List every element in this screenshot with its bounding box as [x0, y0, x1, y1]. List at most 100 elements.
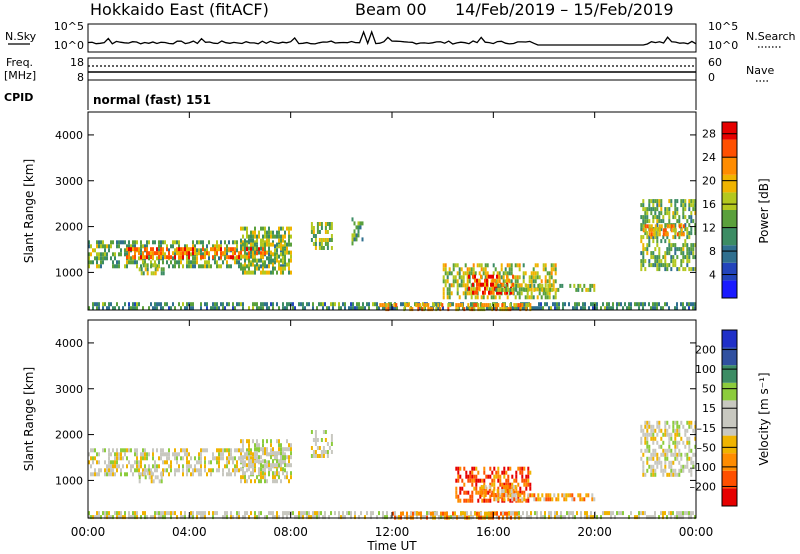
velocity-cell-8: [214, 511, 216, 516]
velocity-cell-9: [508, 511, 510, 516]
power-cell-12: [527, 303, 530, 308]
velocity-cell-5: [523, 478, 526, 483]
power-cell-0: [128, 240, 130, 245]
velocity-cell-5: [471, 478, 474, 483]
power-cell-4: [316, 230, 319, 234]
power-cell-10: [666, 232, 669, 237]
velocity-cell-2: [288, 455, 290, 460]
power-cell-0: [200, 240, 202, 245]
power-cell-12: [517, 303, 520, 308]
velocity-cell-4: [666, 420, 669, 425]
power-cell-3: [256, 266, 258, 271]
power-cell-0: [236, 240, 238, 245]
velocity-cell-2: [248, 455, 250, 460]
velocity-cell-8: [518, 511, 520, 516]
power-cell-0: [220, 264, 222, 269]
velocity-cell-4: [674, 432, 677, 437]
power-cell-11: [638, 302, 640, 307]
velocity-cell-0: [216, 460, 218, 465]
power-cell-9: [658, 263, 661, 268]
power-cell-6: [442, 291, 445, 296]
velocity-cell-8: [258, 515, 260, 520]
power-cell-6: [484, 263, 487, 268]
velocity-cell-8: [282, 515, 284, 520]
power-cell-12: [457, 307, 460, 312]
power-cell-9: [676, 219, 679, 224]
power-cell-9: [648, 243, 651, 248]
velocity-cell-8: [670, 511, 672, 516]
velocity-cell-0: [238, 448, 240, 453]
velocity-cell-1: [160, 475, 163, 480]
power-cell-9: [678, 235, 681, 240]
velocity-cell-8: [162, 511, 164, 516]
power-cell-8: [507, 287, 510, 292]
velocity-cell-5: [471, 470, 474, 475]
power-cell-11: [128, 306, 130, 311]
power-cell-0: [116, 264, 118, 269]
velocity-cell-5: [467, 490, 470, 495]
velocity-cell-4: [664, 452, 667, 457]
power-cell-12: [513, 303, 516, 308]
velocity-cell-2: [254, 447, 256, 452]
velocity-cell-2: [290, 455, 292, 460]
power-cell-3: [286, 262, 288, 267]
power-cell-12: [477, 307, 480, 312]
velocity-cell-0: [228, 468, 230, 473]
velocity-cell-2: [272, 447, 274, 452]
velocity-cell-0: [204, 448, 206, 453]
power-cell-9: [688, 215, 691, 220]
power-cell-11: [400, 302, 402, 307]
velocity-cell-8: [408, 515, 410, 520]
power-cell-4: [318, 230, 321, 234]
power-cell-5: [351, 217, 354, 222]
power-cell-6: [500, 267, 503, 272]
velocity-cell-4: [660, 444, 663, 449]
velocity-cell-3: [320, 438, 323, 442]
velocity-cell-8: [354, 515, 356, 520]
velocity-cell-4: [644, 436, 647, 441]
power-cell-11: [682, 306, 684, 311]
power-cell-3: [250, 234, 252, 239]
power-cell-6: [538, 275, 541, 280]
power-cell-3: [262, 226, 264, 231]
velocity-cell-8: [100, 515, 102, 520]
power-cell-9: [676, 199, 679, 204]
velocity-cell-2: [252, 459, 254, 464]
velocity-cell-6: [512, 485, 515, 489]
power-cell-1: [232, 251, 234, 256]
power-cell-11: [338, 306, 340, 311]
power-cell-0: [158, 244, 160, 249]
velocity-cell-4: [652, 440, 655, 445]
time-tick-label: 20:00: [577, 525, 612, 539]
power-cell-1: [184, 247, 186, 252]
power-cell-9: [650, 263, 653, 268]
velocity-cell-8: [344, 515, 346, 520]
velocity-ytick-label: 2000: [55, 429, 83, 442]
velocity-cell-4: [646, 468, 649, 473]
velocity-cell-8: [604, 511, 606, 516]
velocity-cell-8: [450, 515, 452, 520]
time-tick-label: 12:00: [375, 525, 410, 539]
velocity-cell-5: [471, 466, 474, 471]
power-cell-1: [228, 247, 230, 252]
power-cell-12: [417, 307, 420, 312]
power-cell-3: [242, 254, 244, 259]
power-cell-0: [92, 260, 94, 265]
velocity-cell-5: [473, 466, 476, 471]
velocity-colorbar-tick-label: 15: [702, 402, 716, 415]
velocity-cell-4: [680, 456, 683, 461]
velocity-cell-0: [282, 460, 284, 465]
velocity-cell-8: [530, 515, 532, 520]
velocity-cell-0: [112, 464, 114, 469]
velocity-cell-0: [168, 464, 170, 469]
velocity-cell-2: [242, 471, 244, 476]
power-cell-9: [648, 263, 651, 268]
power-cell-0: [198, 240, 200, 245]
power-cell-9: [694, 199, 697, 204]
power-cell-6: [472, 267, 475, 272]
velocity-cell-1: [160, 479, 163, 484]
velocity-cell-8: [160, 511, 162, 516]
power-cell-9: [688, 223, 691, 228]
power-cell-6: [552, 263, 555, 268]
velocity-cell-4: [642, 432, 645, 437]
